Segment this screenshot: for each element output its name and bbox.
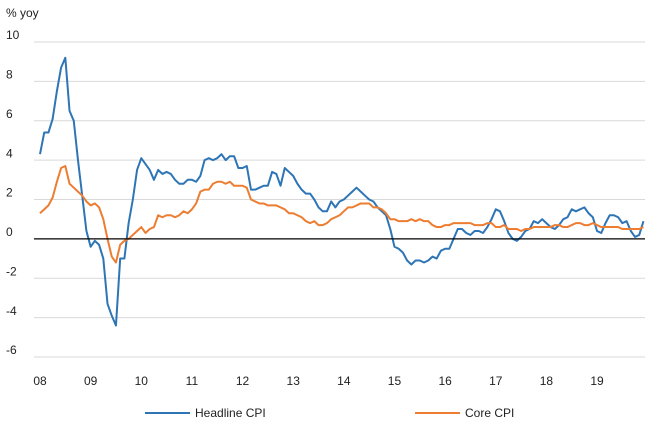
x-tick-label: 12	[236, 374, 250, 388]
series-line	[39, 56, 645, 327]
x-tick-label: 17	[489, 374, 503, 388]
y-tick-label: 2	[6, 186, 13, 200]
x-tick-label: 10	[135, 374, 149, 388]
x-tick-label: 09	[84, 374, 98, 388]
y-tick-label: 0	[6, 225, 13, 239]
y-tick-label: -2	[6, 264, 17, 278]
y-tick-label: 8	[6, 68, 13, 82]
x-tick-label: 11	[186, 374, 199, 388]
x-tick-label: 15	[388, 374, 402, 388]
x-tick-label: 08	[33, 374, 47, 388]
legend-label: Headline CPI	[195, 406, 266, 420]
y-tick-label: 6	[6, 107, 13, 121]
y-tick-label: 4	[6, 146, 13, 160]
series-line	[39, 165, 644, 264]
y-tick-label: 10	[6, 28, 20, 42]
x-tick-label: 18	[540, 374, 554, 388]
y-tick-label: -4	[6, 304, 17, 318]
x-tick-label: 16	[438, 374, 452, 388]
x-tick-label: 19	[590, 374, 604, 388]
x-tick-label: 14	[337, 374, 351, 388]
legend-label: Core CPI	[465, 406, 514, 420]
x-tick-label: 13	[287, 374, 301, 388]
y-axis-label: % yoy	[6, 6, 39, 20]
y-tick-label: -6	[6, 343, 17, 357]
